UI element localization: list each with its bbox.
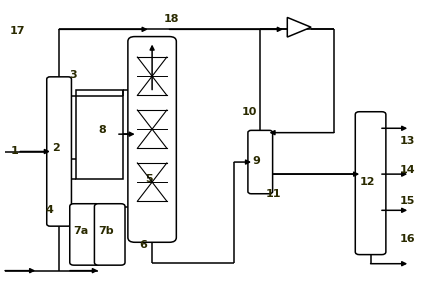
Bar [76,90,123,179]
Polygon shape [287,18,311,37]
FancyBboxPatch shape [95,204,125,265]
Text: 3: 3 [69,71,77,81]
Text: 6: 6 [139,240,148,250]
Text: 13: 13 [400,136,415,146]
FancyBboxPatch shape [128,37,176,242]
Text: 14: 14 [400,165,415,175]
Text: 7b: 7b [99,226,114,236]
Text: 4: 4 [46,205,53,215]
Text: 12: 12 [360,177,375,187]
Text: 16: 16 [400,234,415,244]
FancyBboxPatch shape [47,77,72,226]
Text: 5: 5 [145,174,153,184]
Text: 8: 8 [98,125,106,135]
FancyBboxPatch shape [70,204,100,265]
FancyBboxPatch shape [248,130,273,194]
Text: 10: 10 [242,107,257,117]
Text: 17: 17 [10,26,25,36]
Text: 9: 9 [253,155,261,165]
Text: 2: 2 [52,144,60,154]
Text: 7a: 7a [73,226,89,236]
Text: 1: 1 [11,146,18,157]
Text: 15: 15 [400,196,415,206]
Text: 11: 11 [266,189,281,199]
Text: 18: 18 [164,14,179,24]
FancyBboxPatch shape [355,112,386,255]
